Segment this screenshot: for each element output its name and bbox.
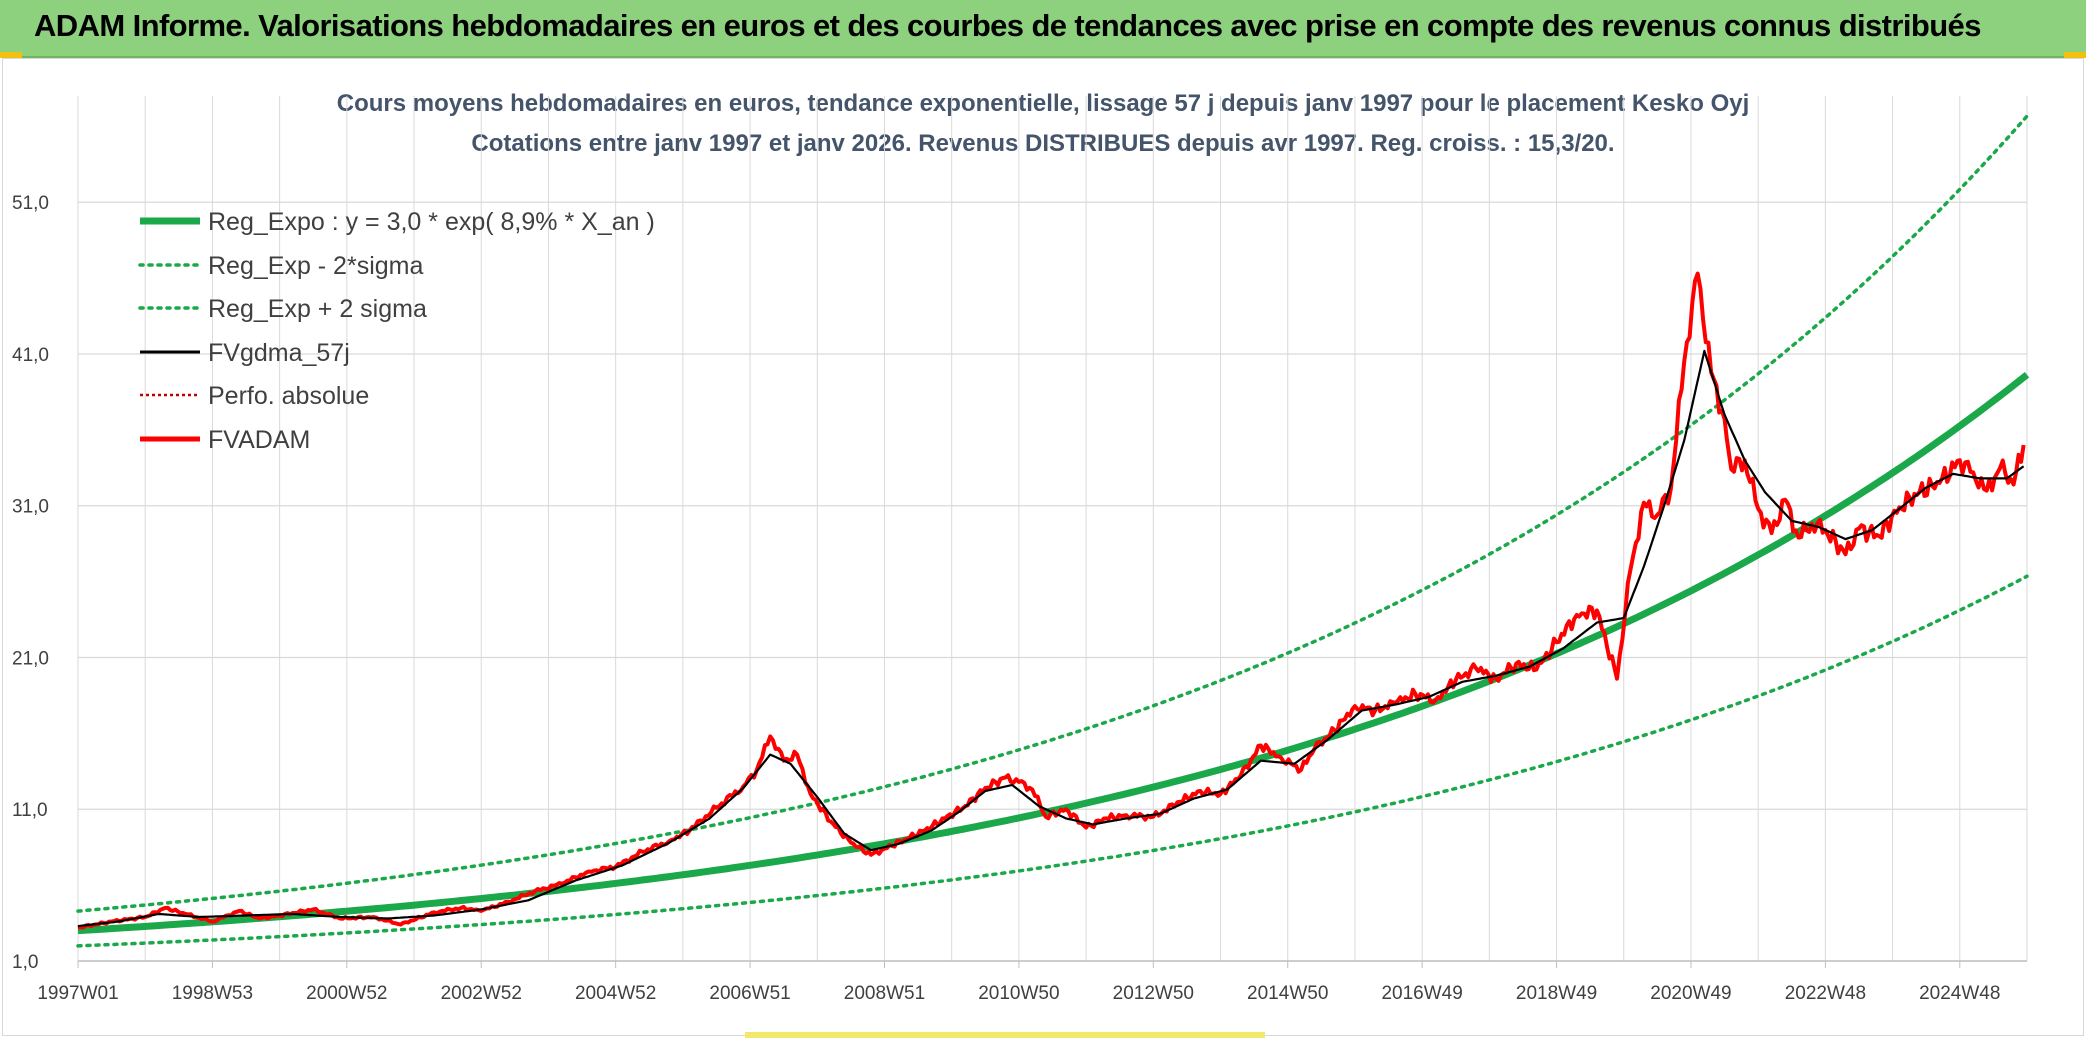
x-tick-label: 2014W50 [1247,983,1328,1004]
y-tick-label: 21,0 [12,648,49,669]
legend-label: Reg_Exp + 2 sigma [208,295,427,323]
fvgdma-line [77,349,2025,928]
legend-label: Perfo. absolue [208,382,369,410]
band-lower-line [76,574,2029,948]
x-tick-label: 1997W01 [37,983,118,1004]
fvadam-line [77,271,2026,930]
series-group [76,114,2030,948]
legend-label: Reg_Expo : y = 3,0 * exp( 8,9% * X_an ) [208,208,655,236]
x-tick-label: 1998W53 [172,983,253,1004]
chart-title-line1: Cours moyens hebdomadaires en euros, ten… [337,90,1750,117]
x-tick-label: 2020W49 [1650,983,1731,1004]
x-tick-label: 2010W50 [978,983,1059,1004]
x-tick-label: 2002W52 [441,983,522,1004]
band-upper-line [76,114,2029,913]
x-tick-label: 2006W51 [709,983,790,1004]
x-tick-label: 2018W49 [1516,983,1597,1004]
x-tick-label: 2022W48 [1785,983,1866,1004]
y-tick-label: 1,0 [12,952,38,973]
x-tick-label: 2024W48 [1919,983,2000,1004]
chart-title-line2: Cotations entre janv 1997 et janv 2026. … [471,130,1614,157]
x-tick-label: 2008W51 [844,983,925,1004]
legend: Reg_Expo : y = 3,0 * exp( 8,9% * X_an ) R… [138,208,655,454]
x-tick-label: 2016W49 [1381,983,1462,1004]
legend-label: FVADAM [208,426,310,454]
x-tick-label: 2000W52 [306,983,387,1004]
grid-lines [77,96,2028,962]
corner-accent-right [2064,52,2086,58]
legend-label: Reg_Exp - 2*sigma [208,252,423,280]
corner-accent-left [0,52,22,58]
y-tick-label: 31,0 [12,497,49,518]
y-tick-label: 11,0 [12,800,48,821]
x-tick-label: 2012W50 [1113,983,1194,1004]
axes: 1,0 11,0 21,0 31,0 41,0 51,0 1997W01 1998W53 200… [12,193,2027,1004]
y-tick-label: 51,0 [12,193,49,214]
x-tick-label: 2004W52 [575,983,656,1004]
legend-label: FVgdma_57j [208,339,350,367]
bottom-accent-strip [745,1032,1265,1038]
header-banner: ADAM Informe. Valorisations hebdomadaire… [0,0,2086,58]
banner-title: ADAM Informe. Valorisations hebdomadaire… [34,8,1981,43]
y-tick-label: 41,0 [12,345,49,366]
